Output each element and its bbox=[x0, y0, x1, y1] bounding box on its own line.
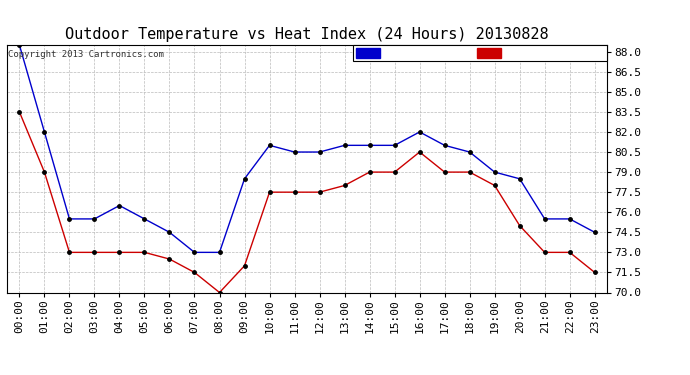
Legend: Heat Index  (°F), Temperature  (°F): Heat Index (°F), Temperature (°F) bbox=[353, 45, 607, 61]
Text: Copyright 2013 Cartronics.com: Copyright 2013 Cartronics.com bbox=[8, 50, 164, 59]
Title: Outdoor Temperature vs Heat Index (24 Hours) 20130828: Outdoor Temperature vs Heat Index (24 Ho… bbox=[66, 27, 549, 42]
